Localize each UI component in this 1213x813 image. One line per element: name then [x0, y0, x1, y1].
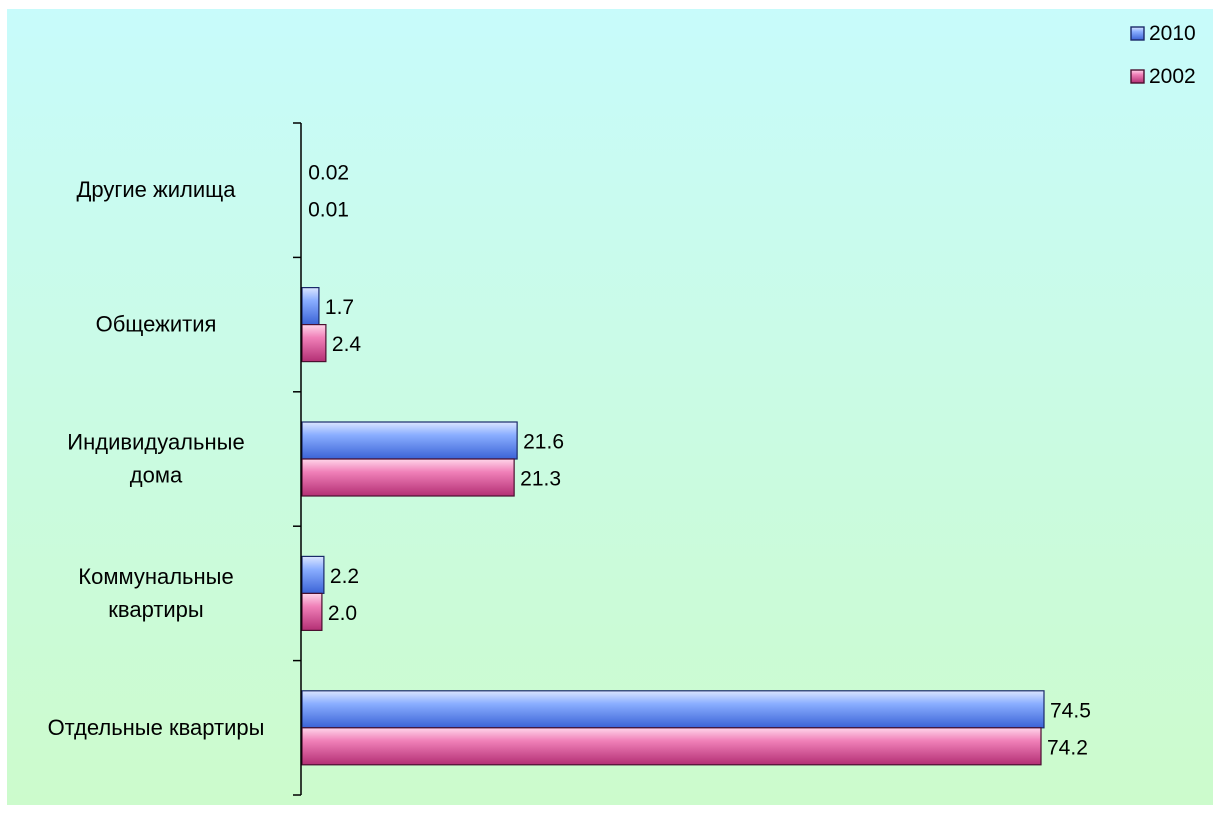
category-label: Коммунальные квартиры [78, 564, 233, 622]
category-label: Отдельные квартиры [48, 715, 265, 740]
data-label: 21.6 [523, 431, 564, 454]
data-label: 0.01 [308, 199, 349, 222]
bar-2010 [301, 555, 325, 595]
legend-swatch-2002 [1130, 69, 1145, 84]
bars-layer [301, 287, 1045, 766]
legend-swatch-2010 [1130, 26, 1145, 41]
data-label: 2.4 [332, 333, 362, 356]
bar-2002 [301, 324, 327, 363]
category-label-line: Отдельные квартиры [48, 715, 265, 740]
category-label-line: квартиры [108, 597, 203, 622]
bar-2010 [301, 421, 518, 460]
data-label: 2.0 [328, 602, 357, 625]
category-label-line: Индивидуальные [67, 430, 244, 455]
data-label: 74.2 [1047, 736, 1088, 759]
data-label: 1.7 [325, 296, 354, 319]
bar-2010 [301, 287, 320, 326]
bar-2002 [301, 727, 1042, 766]
category-label: Другие жилища [76, 177, 236, 202]
legend-label: 2002 [1149, 65, 1196, 88]
labels-layer: Другие жилища 0.02 0.01 Общежития 1.7 2.4 Инди… [48, 162, 1091, 760]
category-label-line: дома [130, 463, 183, 488]
data-label: 2.2 [330, 565, 359, 588]
category-label-line: Общежития [96, 312, 217, 337]
chart-background [7, 9, 1213, 805]
bar-2010 [301, 690, 1045, 729]
bar-2002 [301, 592, 323, 632]
category-label-line: Другие жилища [76, 177, 236, 202]
category-label: Общежития [96, 312, 217, 337]
bar-2002 [301, 458, 515, 497]
category-label-line: Коммунальные [78, 564, 233, 589]
data-label: 74.5 [1050, 699, 1091, 722]
data-label: 0.02 [308, 162, 349, 185]
y-axis [293, 122, 302, 796]
data-label: 21.3 [520, 468, 561, 491]
legend: 2010 2002 [1130, 22, 1196, 88]
legend-label: 2010 [1149, 22, 1196, 45]
category-label: Индивидуальные дома [67, 430, 244, 488]
